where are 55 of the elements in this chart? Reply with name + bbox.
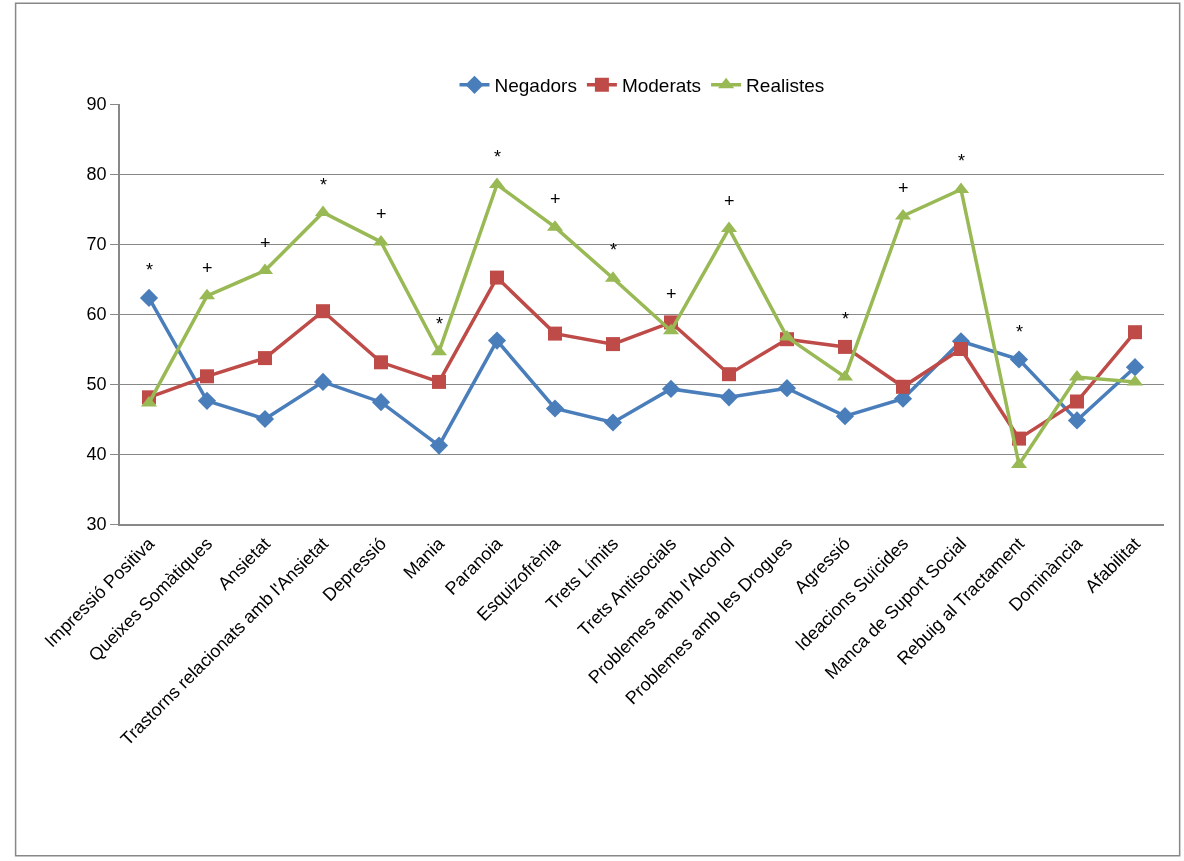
point xyxy=(777,379,797,398)
point xyxy=(606,337,620,352)
point xyxy=(603,413,623,432)
point xyxy=(197,391,217,410)
annotation: + xyxy=(724,191,735,211)
legend-label: Realistes xyxy=(746,75,825,97)
point xyxy=(896,379,910,394)
y-tick-label: 60 xyxy=(86,304,107,325)
point xyxy=(487,331,507,350)
point xyxy=(255,409,275,429)
point xyxy=(258,351,272,366)
point xyxy=(371,393,391,412)
point xyxy=(432,374,446,389)
point xyxy=(722,367,736,382)
annotation: + xyxy=(666,284,677,304)
point xyxy=(954,342,968,356)
y-tick-label: 30 xyxy=(86,514,107,535)
annotation: + xyxy=(260,233,271,253)
y-tick-label: 50 xyxy=(86,374,107,395)
point xyxy=(548,326,562,341)
annotation: + xyxy=(550,189,561,209)
point xyxy=(661,379,681,398)
point xyxy=(838,339,852,354)
point xyxy=(1070,394,1084,409)
point xyxy=(374,355,388,370)
point xyxy=(313,372,333,391)
point xyxy=(429,436,449,455)
y-tick-label: 90 xyxy=(86,94,107,115)
point xyxy=(1125,358,1145,377)
legend-label: Moderats xyxy=(621,75,702,97)
point xyxy=(545,399,565,418)
annotation: * xyxy=(842,309,850,329)
y-tick-label: 70 xyxy=(86,234,107,255)
annotation: + xyxy=(376,204,387,224)
y-tick-label: 40 xyxy=(86,444,107,465)
point xyxy=(200,369,214,384)
legend-label: Negadors xyxy=(494,75,577,97)
y-tick-label: 80 xyxy=(86,164,107,185)
point xyxy=(139,288,159,307)
annotation: + xyxy=(898,178,909,198)
point xyxy=(490,270,504,285)
annotation: * xyxy=(610,240,618,260)
annotation: * xyxy=(1016,322,1024,342)
annotation: * xyxy=(146,260,154,280)
annotation: * xyxy=(494,147,502,167)
point xyxy=(1009,350,1029,369)
annotation: + xyxy=(202,258,213,278)
point xyxy=(1128,325,1142,340)
annotation: * xyxy=(436,314,444,334)
point xyxy=(719,388,739,407)
annotation: * xyxy=(320,175,328,195)
point xyxy=(1067,411,1087,430)
point xyxy=(316,304,330,319)
point xyxy=(835,407,855,426)
annotation: * xyxy=(958,151,966,171)
